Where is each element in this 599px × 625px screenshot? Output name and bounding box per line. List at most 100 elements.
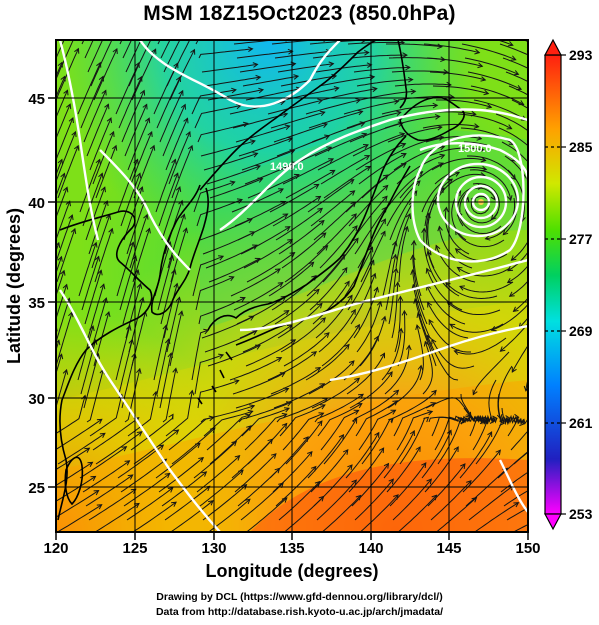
colorbar-tick-277: 277 (569, 231, 593, 247)
streamline (56, 76, 66, 99)
streamline-arrow (432, 102, 439, 109)
streamline (307, 179, 354, 213)
streamline-arrow (136, 431, 143, 437)
streamline-arrow (231, 440, 238, 447)
contour-e (419, 142, 528, 181)
streamline (312, 52, 369, 59)
streamline (323, 418, 358, 465)
streamline-arrow (147, 131, 153, 137)
colorbar-tick-269: 269 (569, 323, 593, 339)
streamline-arrow (146, 22, 150, 27)
streamline (383, 430, 415, 479)
streamline (92, 131, 115, 185)
streamline (421, 430, 452, 479)
streamline (56, 159, 63, 177)
streamline-arrow (495, 449, 501, 456)
streamline-arrow (407, 76, 414, 83)
streamline (507, 264, 528, 284)
streamline-arrow (434, 31, 439, 36)
streamline (285, 169, 335, 199)
streamline-arrow (104, 103, 110, 110)
streamline-arrow (95, 158, 101, 165)
streamline (321, 495, 361, 532)
streamline (426, 57, 483, 67)
streamline-arrow (456, 266, 463, 273)
streamline-arrow (380, 352, 385, 359)
streamline (79, 0, 103, 30)
streamline-arrow (175, 296, 182, 303)
streamline (464, 57, 519, 75)
streamline-arrow (168, 254, 175, 261)
streamline-arrow (139, 296, 145, 303)
streamline-arrow (359, 25, 363, 30)
streamline-arrow (172, 367, 178, 374)
streamline (470, 195, 490, 215)
streamline-arrow (436, 124, 443, 131)
streamline (283, 496, 324, 532)
streamline-arrow (400, 142, 407, 149)
streamline-arrow (477, 62, 484, 69)
streamline-arrow (103, 200, 109, 207)
streamline (168, 416, 214, 451)
streamline (117, 159, 139, 213)
streamline-arrow (351, 213, 357, 220)
streamline (435, 497, 477, 532)
streamline-arrow (178, 199, 184, 206)
streamline-arrow (361, 132, 368, 139)
streamline-arrow (246, 218, 253, 224)
streamline (231, 26, 287, 30)
streamline (273, 123, 328, 143)
streamline-arrow (277, 282, 284, 288)
streamline-arrow (252, 244, 259, 250)
streamline (321, 324, 360, 367)
streamline-arrow (583, 84, 588, 89)
streamline (412, 270, 428, 325)
streamline (119, 256, 137, 311)
streamline-arrow (173, 62, 179, 69)
streamline-arrow (347, 294, 353, 301)
streamline-arrow (425, 212, 431, 219)
streamline (274, 50, 331, 59)
streamline (197, 122, 248, 143)
streamline-arrow (410, 239, 417, 246)
streamline-arrow (319, 110, 326, 117)
streamline-arrow (278, 482, 284, 489)
streamline-arrow (508, 291, 515, 297)
streamline-arrow (395, 110, 402, 116)
streamline (196, 199, 243, 227)
streamline-arrow (164, 472, 171, 479)
streamline-arrow (453, 446, 459, 453)
streamline-arrow (449, 94, 455, 100)
streamline-arrow (411, 283, 417, 290)
streamline-arrow (307, 451, 313, 457)
streamline (397, 96, 454, 101)
streamline (78, 242, 97, 297)
streamline (457, 266, 511, 277)
streamline (56, 104, 71, 140)
streamline-arrow (57, 61, 63, 68)
streamline (56, 62, 63, 78)
streamline-arrow (320, 317, 326, 323)
streamline-arrow (537, 418, 542, 423)
streamline (412, 284, 431, 339)
streamline (88, 200, 108, 255)
streamline (195, 276, 234, 311)
streamline-arrow (249, 139, 256, 145)
streamline-arrow (352, 225, 358, 231)
streamline-arrow (476, 135, 483, 141)
streamline-arrow (152, 390, 158, 397)
streamline (473, 502, 519, 532)
graticule (56, 40, 528, 532)
streamline (457, 113, 512, 130)
streamline-arrow (371, 272, 377, 279)
streamline (426, 285, 466, 325)
streamline-arrow (587, 133, 592, 138)
streamline (323, 165, 371, 199)
streamline (124, 368, 141, 423)
streamline-arrow (283, 387, 290, 393)
streamline (504, 416, 525, 425)
streamline-arrow (425, 267, 432, 274)
streamline-arrow (353, 409, 360, 415)
streamline (437, 416, 465, 465)
